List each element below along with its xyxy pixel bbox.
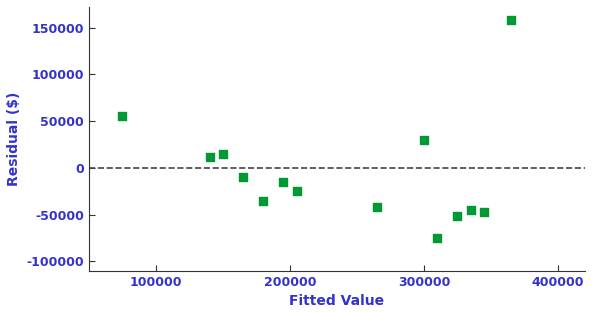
Point (238, 175, 248, 180)
Point (218, 151, 228, 156)
Point (419, 137, 429, 142)
Point (506, 18, 516, 23)
Point (466, 207, 476, 212)
Point (292, 189, 301, 194)
Point (479, 209, 489, 214)
Point (432, 235, 442, 240)
Point (372, 204, 382, 209)
Point (205, 154, 214, 159)
X-axis label: Fitted Value: Fitted Value (289, 294, 384, 308)
Point (118, 114, 127, 119)
Y-axis label: Residual ($): Residual ($) (7, 92, 21, 186)
Point (259, 198, 268, 203)
Point (452, 214, 462, 219)
Point (279, 179, 288, 184)
